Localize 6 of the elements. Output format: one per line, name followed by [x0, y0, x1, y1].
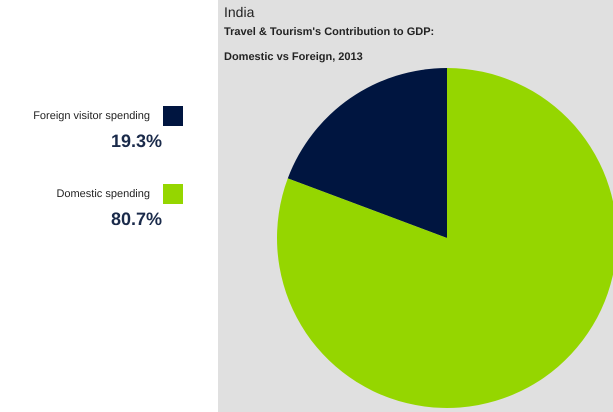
chart-title: India: [224, 4, 255, 20]
chart-subtitle: Travel & Tourism's Contribution to GDP: Domestic vs Foreign, 2013: [224, 26, 434, 63]
data-label: 80.7%: [110, 209, 162, 229]
legend-label: Domestic spending: [56, 188, 150, 200]
legend-label: Foreign visitor spending: [33, 110, 150, 122]
data-label: 19.3%: [110, 131, 162, 151]
